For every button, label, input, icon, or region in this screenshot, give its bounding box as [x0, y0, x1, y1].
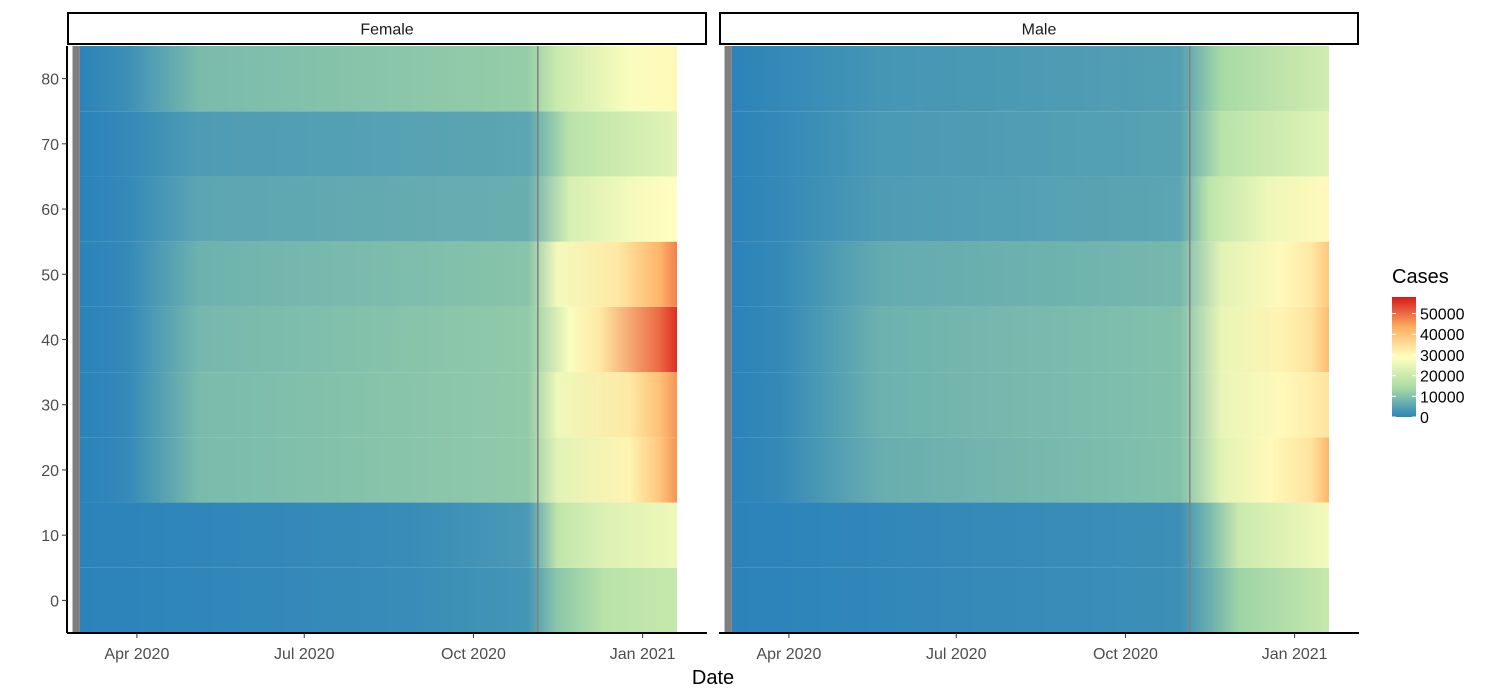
heat-row-age-60	[79, 176, 678, 242]
heat-row-age-30	[79, 372, 678, 438]
facet-label: Female	[360, 22, 413, 39]
heat-row-age-0	[79, 567, 678, 633]
heat-row-age-80	[731, 46, 1329, 112]
heat-row-age-40	[731, 306, 1329, 373]
facet-strip	[67, 12, 707, 45]
heat-row-age-40	[79, 306, 678, 373]
legend-colorbar	[1392, 297, 1416, 417]
legend-label: 10000	[1420, 389, 1465, 406]
legend-label: 40000	[1420, 327, 1465, 344]
heat-row-age-10	[731, 502, 1329, 568]
x-tick-label: Apr 2020	[104, 646, 169, 663]
y-tick-label: 40	[41, 333, 59, 350]
x-tick-label: Jan 2021	[1262, 646, 1328, 663]
legend-label: 50000	[1420, 307, 1465, 324]
legend-label: 30000	[1420, 348, 1465, 365]
heat-row-age-20	[731, 437, 1329, 503]
heat-row-age-20	[79, 437, 678, 503]
x-tick-label: Jul 2020	[274, 646, 335, 663]
y-tick-label: 50	[41, 267, 59, 284]
heat-row-age-30	[731, 372, 1329, 438]
missing-data-tile	[724, 46, 732, 633]
x-tick-label: Jul 2020	[926, 646, 987, 663]
missing-data-tile	[72, 46, 80, 633]
y-tick-label: 70	[41, 137, 59, 154]
color-legend: Cases 0 10000 20000 30000 40000 50000	[1392, 266, 1465, 427]
heat-row-age-70	[731, 111, 1329, 177]
facet-panel-female: Female 0 10 20 30 40 50 60 70 80 Apr 2020 Jul 2020 O…	[41, 12, 707, 663]
x-tick-label: Oct 2020	[441, 646, 506, 663]
x-tick-label: Oct 2020	[1093, 646, 1158, 663]
x-tick-label: Jan 2021	[610, 646, 676, 663]
heat-row-age-50	[79, 241, 678, 307]
facet-panels: Female 0 10 20 30 40 50 60 70 80 Apr 2020 Jul 2020 O…	[41, 12, 1359, 663]
facet-label: Male	[1022, 22, 1057, 39]
y-tick-label: 20	[41, 463, 59, 480]
y-tick-label: 0	[50, 593, 59, 610]
heat-row-age-10	[79, 502, 678, 568]
legend-label: 0	[1420, 410, 1429, 427]
heat-row-age-60	[731, 176, 1329, 242]
facet-strip	[719, 12, 1359, 45]
heat-row-age-80	[79, 46, 678, 112]
y-tick-label: 10	[41, 528, 59, 545]
legend-label: 20000	[1420, 369, 1465, 386]
heat-row-age-70	[79, 111, 678, 177]
facet-panel-male: Male Apr 2020 Jul 2020 Oct 2020 Jan 2021	[719, 12, 1359, 663]
heat-row-age-0	[731, 567, 1329, 633]
y-tick-label: 60	[41, 202, 59, 219]
legend-title: Cases	[1392, 266, 1449, 288]
x-axis-title: Date	[692, 667, 734, 689]
heat-row-age-50	[731, 241, 1329, 307]
y-tick-label: 80	[41, 72, 59, 89]
y-tick-label: 30	[41, 398, 59, 415]
x-tick-label: Apr 2020	[756, 646, 821, 663]
